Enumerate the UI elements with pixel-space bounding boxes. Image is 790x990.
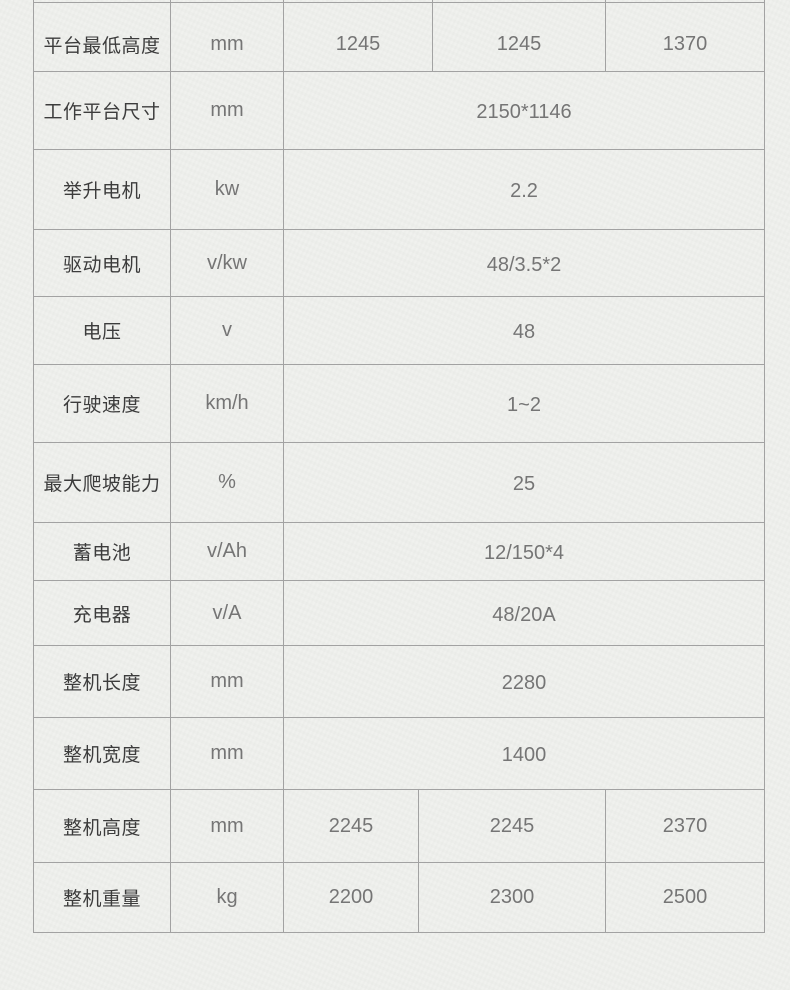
table-row: 充电器 v/A 48/20A (34, 581, 765, 646)
spec-value-cell: 2200 (284, 863, 419, 932)
spec-unit-cell: v/A (171, 581, 284, 645)
table-row: 整机宽度 mm 1400 (34, 718, 765, 790)
spec-value-cell: 2245 (419, 790, 606, 862)
spec-label-cell: 工作平台尺寸 (34, 72, 171, 149)
spec-unit-cell: km/h (171, 365, 284, 442)
truncated-cell (34, 0, 171, 2)
spec-unit-cell: kg (171, 863, 284, 932)
spec-unit-cell: mm (171, 790, 284, 862)
spec-unit-cell: mm (171, 718, 284, 789)
spec-value-cell: 2245 (284, 790, 419, 862)
table-row: 蓄电池 v/Ah 12/150*4 (34, 523, 765, 581)
spec-label-cell: 平台最低高度 (34, 3, 171, 71)
table-row: 最大爬坡能力% 25 (34, 443, 765, 523)
spec-unit-cell: v/Ah (171, 523, 284, 580)
table-row: 行驶速度 km/h 1~2 (34, 365, 765, 443)
spec-label-cell: 举升电机 (34, 150, 171, 229)
spec-label-cell: 整机长度 (34, 646, 171, 717)
spec-value-cell: 48 (284, 297, 765, 364)
spec-label-cell: 蓄电池 (34, 523, 171, 580)
spec-label-cell: 整机宽度 (34, 718, 171, 789)
spec-value-cell: 2300 (419, 863, 606, 932)
spec-value-cell: 2.2 (284, 150, 765, 229)
spec-label-cell: 最大爬坡能力 (34, 443, 171, 522)
spec-value-cell: 2370 (606, 790, 765, 862)
spec-value-cell: 12/150*4 (284, 523, 765, 580)
spec-label-cell: 电压 (34, 297, 171, 364)
truncated-cell (171, 0, 284, 2)
spec-unit-cell: % (171, 443, 284, 522)
truncated-cell (284, 0, 433, 2)
spec-value-cell: 1400 (284, 718, 765, 789)
table-row: 整机重量 kg 2200 2300 2500 (34, 863, 765, 933)
spec-label-cell: 行驶速度 (34, 365, 171, 442)
spec-unit-cell: v/kw (171, 230, 284, 296)
truncated-cell (433, 0, 606, 2)
truncated-cell (606, 0, 765, 2)
spec-label-cell: 整机高度 (34, 790, 171, 862)
spec-unit-cell: v (171, 297, 284, 364)
table-row: 举升电机 kw 2.2 (34, 150, 765, 230)
spec-rows: 平台最低高度 mm 1245 1245 1370 工作平台尺寸 mm 2150*1146 举升电… (34, 3, 765, 933)
truncated-top-row (34, 0, 765, 3)
spec-label-cell: 驱动电机 (34, 230, 171, 296)
spec-unit-cell: kw (171, 150, 284, 229)
spec-unit-cell: mm (171, 72, 284, 149)
spec-value-cell: 25 (284, 443, 765, 522)
spec-value-cell: 1245 (433, 3, 606, 71)
spec-table: 平台最低高度 mm 1245 1245 1370 工作平台尺寸 mm 2150*1146 举升电… (33, 0, 765, 933)
spec-value-cell: 1~2 (284, 365, 765, 442)
table-row: 平台最低高度 mm 1245 1245 1370 (34, 3, 765, 72)
spec-value-cell: 2150*1146 (284, 72, 765, 149)
spec-value-cell: 48/3.5*2 (284, 230, 765, 296)
table-row: 驱动电机 v/kw 48/3.5*2 (34, 230, 765, 297)
spec-unit-cell: mm (171, 646, 284, 717)
table-row: 电压 v 48 (34, 297, 765, 365)
spec-label-cell: 整机重量 (34, 863, 171, 932)
table-row: 工作平台尺寸 mm 2150*1146 (34, 72, 765, 150)
spec-value-cell: 1370 (606, 3, 765, 71)
table-row: 整机高度 mm 2245 2245 2370 (34, 790, 765, 863)
spec-value-cell: 2500 (606, 863, 765, 932)
spec-value-cell: 2280 (284, 646, 765, 717)
spec-value-cell: 48/20A (284, 581, 765, 645)
spec-unit-cell: mm (171, 3, 284, 71)
table-row: 整机长度 mm 2280 (34, 646, 765, 718)
spec-value-cell: 1245 (284, 3, 433, 71)
spec-label-cell: 充电器 (34, 581, 171, 645)
